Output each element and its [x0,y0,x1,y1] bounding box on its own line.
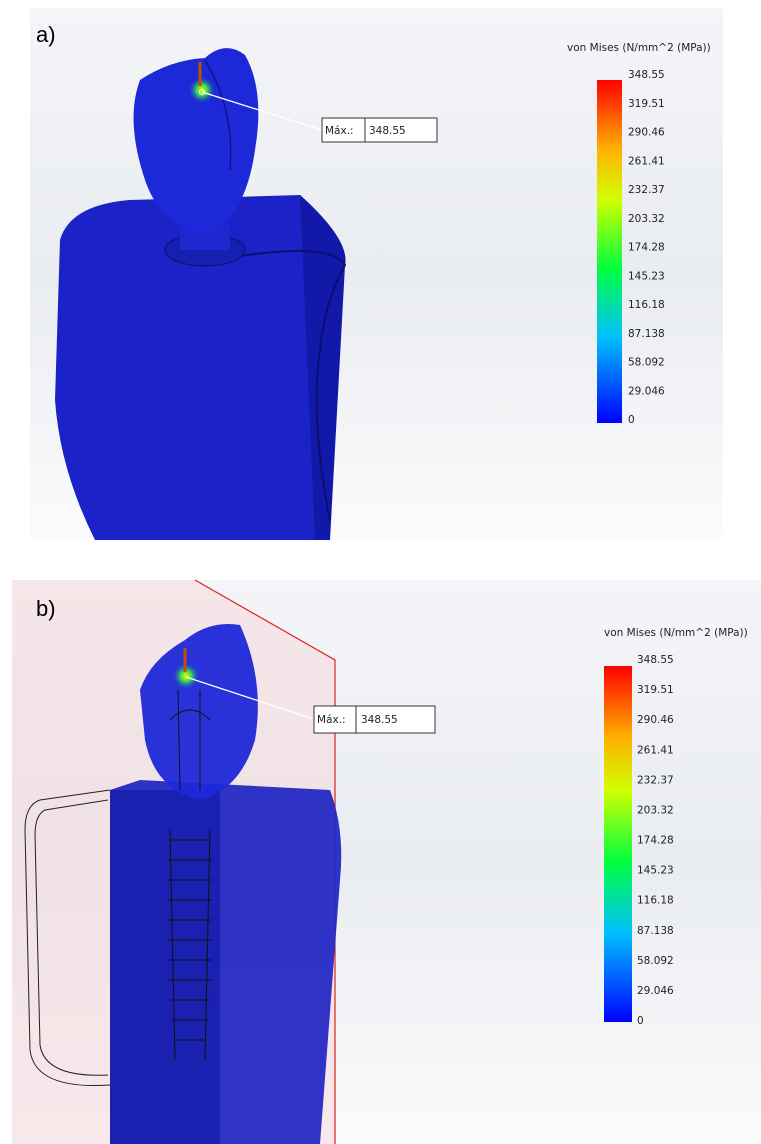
callout-value: 348.55 [369,125,406,137]
legend-title: von Mises (N/mm^2 (MPa)) [567,42,711,54]
figure: Máx.: 348.55 a) von Mises (N/mm^2 (MPa))… [0,0,761,1144]
callout-label: Máx.: [325,125,354,137]
legend-tick-label: 145.23 [628,270,665,282]
legend-tick-label: 58.092 [628,357,665,369]
panel-label: a) [36,22,56,47]
legend-tick-label: 232.37 [628,184,665,196]
legend-tick-label: 319.51 [637,684,674,696]
legend-tick-label: 87.138 [628,328,665,340]
legend-tick-label: 0 [637,1015,644,1027]
legend-tick-label: 261.41 [637,744,674,756]
panel-b: Máx.: 348.55 b) von Mises (N/mm^2 (MPa))… [12,580,761,1144]
legend-tick-label: 290.46 [637,714,674,726]
colorbar [604,666,632,1022]
block-cut [110,790,220,1144]
callout-value: 348.55 [361,714,398,726]
legend-tick-label: 174.28 [637,835,674,847]
legend-tick-label: 348.55 [637,654,674,666]
panel-label: b) [36,596,56,621]
callout-label: Máx.: [317,714,346,726]
legend-tick-label: 58.092 [637,955,674,967]
legend-tick-label: 116.18 [637,895,674,907]
legend-tick-label: 29.046 [637,985,674,997]
legend-tick-label: 348.55 [628,69,665,81]
legend-tick-label: 261.41 [628,155,665,167]
legend-tick-label: 203.32 [637,804,674,816]
legend-tick-label: 290.46 [628,127,665,139]
legend-tick-label: 116.18 [628,299,665,311]
colorbar [597,80,622,423]
legend-tick-label: 29.046 [628,385,665,397]
legend-tick-label: 174.28 [628,242,665,254]
panel-a: Máx.: 348.55 a) von Mises (N/mm^2 (MPa))… [30,8,723,540]
legend-tick-label: 203.32 [628,213,665,225]
legend-title: von Mises (N/mm^2 (MPa)) [604,627,748,639]
legend-tick-label: 0 [628,414,635,426]
legend-tick-label: 319.51 [628,98,665,110]
legend-tick-label: 232.37 [637,774,674,786]
legend-tick-label: 145.23 [637,865,674,877]
legend-tick-label: 87.138 [637,925,674,937]
